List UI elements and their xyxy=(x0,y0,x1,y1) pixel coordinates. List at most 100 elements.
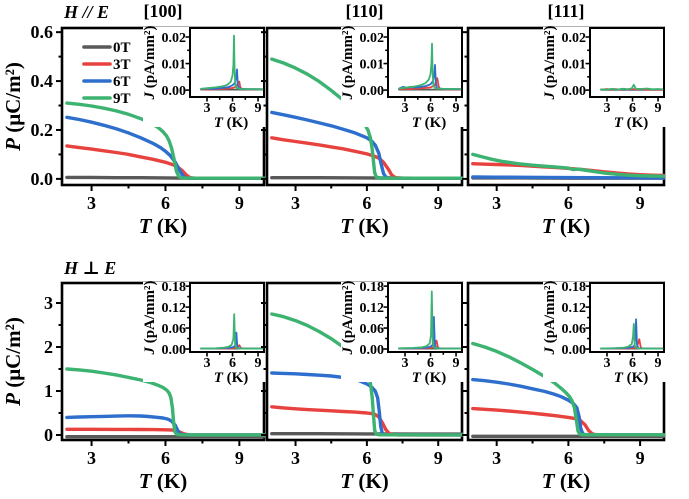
inset-y-tick-label: 0.06 xyxy=(360,322,385,337)
panel-0-row-1: 3 6 9 0.0 0.2 0.4 0.6 T (K) P (μC/m²) 3 6 9 0.00 0.01… xyxy=(1,22,266,238)
inset-y-tick-label: 0.00 xyxy=(360,343,385,358)
inset-background xyxy=(543,282,666,382)
inset-x-tick-label: 3 xyxy=(604,356,611,371)
y-tick-label: 3 xyxy=(44,293,53,313)
x-tick-label: 3 xyxy=(492,193,501,213)
legend-label-6T: 6T xyxy=(113,74,131,90)
series-group xyxy=(600,83,664,91)
x-tick-label: 6 xyxy=(362,193,371,213)
inset-x-tick-label: 3 xyxy=(204,101,211,116)
axes-border xyxy=(387,27,463,98)
x-tick-label: 3 xyxy=(492,448,501,468)
legend-label-9T: 9T xyxy=(113,91,131,107)
x-tick-label: 3 xyxy=(291,448,300,468)
inset-chart: 3 6 9 0.00 0.06 0.12 0.18 T (K) J (pA/mm²) xyxy=(142,280,266,386)
inset-x-tick-label: 6 xyxy=(229,356,236,371)
inset-background xyxy=(543,27,666,127)
curve-9T xyxy=(200,34,264,91)
x-axis-label: T (K) xyxy=(340,469,388,493)
inset-y-tick-label: 0.00 xyxy=(360,84,385,99)
inset-x-axis-label: T (K) xyxy=(214,370,249,386)
inset-x-tick-label: 6 xyxy=(427,101,434,116)
inset-x-tick-label: 6 xyxy=(629,356,636,371)
curve-9T xyxy=(65,367,265,437)
legend-label-0T: 0T xyxy=(113,40,131,56)
curve-6T xyxy=(65,414,265,437)
x-tick-label: 3 xyxy=(87,193,96,213)
inset-y-tick-label: 0.02 xyxy=(162,31,187,46)
inset-x-tick-label: 3 xyxy=(204,356,211,371)
curve-9T xyxy=(471,152,665,178)
axes-border xyxy=(189,27,265,98)
axis-ticks xyxy=(56,31,241,191)
inset-y-tick-label: 0.02 xyxy=(562,31,587,46)
x-tick-label: 3 xyxy=(291,193,300,213)
y-axis-label: P (μC/m²) xyxy=(1,62,25,152)
inset-x-tick-label: 9 xyxy=(453,101,460,116)
inset-x-tick-label: 9 xyxy=(453,356,460,371)
panel-title-111: [111] xyxy=(547,1,585,21)
y-tick-label: 0.0 xyxy=(31,169,54,189)
x-tick-label: 6 xyxy=(564,193,573,213)
inset-x-axis-label: T (K) xyxy=(412,370,447,386)
inset-y-tick-label: 0.12 xyxy=(562,301,587,316)
curve-9T xyxy=(65,101,265,180)
inset-x-tick-label: 6 xyxy=(229,101,236,116)
x-axis-label: T (K) xyxy=(542,214,590,238)
inset-background xyxy=(143,27,266,127)
inset-y-axis-label: J (pA/mm²) xyxy=(142,25,158,100)
axis-ticks xyxy=(462,31,642,191)
axis-ticks xyxy=(585,36,659,102)
inset-x-tick-label: 9 xyxy=(255,356,262,371)
inset-y-axis-label: J (pA/mm²) xyxy=(142,280,158,355)
inset-x-tick-label: 6 xyxy=(629,101,636,116)
curve-3T xyxy=(270,136,463,180)
curve-9T xyxy=(200,313,264,350)
inset-y-tick-label: 0.01 xyxy=(360,58,385,73)
inset-y-tick-label: 0.00 xyxy=(162,343,187,358)
x-tick-label: 6 xyxy=(161,448,170,468)
axis-ticks xyxy=(261,31,440,191)
inset-y-tick-label: 0.12 xyxy=(162,301,187,316)
y-axis-label: P (μC/m²) xyxy=(1,317,25,407)
x-axis-label: T (K) xyxy=(139,214,187,238)
series-group xyxy=(398,42,462,91)
series-group xyxy=(65,101,265,180)
x-tick-label: 6 xyxy=(161,193,170,213)
inset-y-axis-label: J (pA/mm²) xyxy=(542,25,558,100)
x-tick-label: 9 xyxy=(434,448,443,468)
inset-background xyxy=(341,27,464,127)
inset-y-tick-label: 0.01 xyxy=(562,58,587,73)
inset-y-axis-label: J (pA/mm²) xyxy=(340,25,356,100)
series-group xyxy=(65,367,265,439)
inset-y-axis-label: J (pA/mm²) xyxy=(542,280,558,355)
inset-chart: 3 6 9 0.00 0.06 0.12 0.18 T (K) J (pA/mm²) xyxy=(542,280,666,386)
series-group xyxy=(471,152,665,180)
inset-y-tick-label: 0.06 xyxy=(562,322,587,337)
series-group xyxy=(200,313,264,350)
x-tick-label: 9 xyxy=(636,448,645,468)
axis-ticks xyxy=(383,285,457,357)
inset-x-tick-label: 3 xyxy=(604,101,611,116)
inset-x-tick-label: 9 xyxy=(655,101,662,116)
curve-9T xyxy=(600,83,664,91)
y-tick-label: 0.4 xyxy=(31,71,54,91)
inset-x-axis-label: T (K) xyxy=(614,115,649,131)
inset-x-tick-label: 9 xyxy=(255,101,262,116)
inset-x-tick-label: 9 xyxy=(655,356,662,371)
curve-3T xyxy=(471,406,665,437)
inset-y-tick-label: 0.00 xyxy=(562,343,587,358)
series-group xyxy=(398,290,462,350)
inset-chart: 3 6 9 0.00 0.01 0.02 T (K) J (pA/mm²) xyxy=(340,25,464,131)
series-group xyxy=(600,318,664,350)
curve-6T xyxy=(270,110,463,180)
x-tick-label: 9 xyxy=(434,193,443,213)
axis-ticks xyxy=(383,36,457,102)
axis-ticks xyxy=(185,36,259,102)
x-axis-label: T (K) xyxy=(542,469,590,493)
inset-x-axis-label: T (K) xyxy=(412,115,447,131)
panel-1-row-1: 3 6 9T (K)3 6 90.000.010.02T (K)J (pA/mm²) xyxy=(261,25,464,238)
